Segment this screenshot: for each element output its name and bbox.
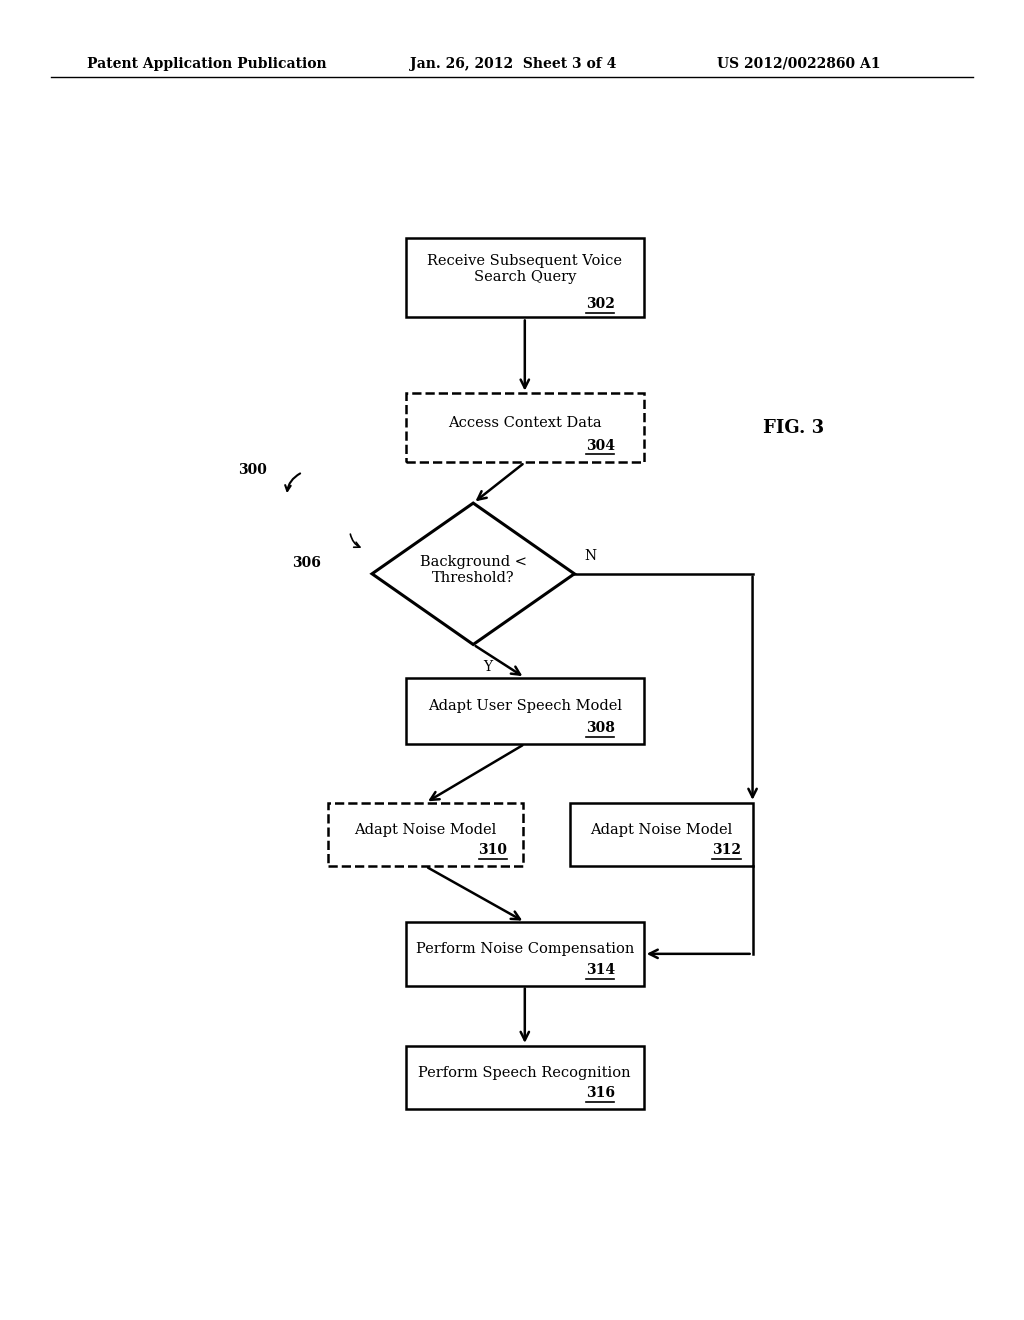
Text: 316: 316: [586, 1086, 614, 1101]
FancyBboxPatch shape: [406, 238, 644, 318]
Text: Adapt Noise Model: Adapt Noise Model: [590, 824, 732, 837]
Text: 300: 300: [238, 462, 267, 477]
Text: FIG. 3: FIG. 3: [763, 418, 824, 437]
Text: Access Context Data: Access Context Data: [447, 416, 602, 430]
Text: Background <
Threshold?: Background < Threshold?: [420, 556, 526, 585]
Text: US 2012/0022860 A1: US 2012/0022860 A1: [717, 57, 881, 71]
Text: 312: 312: [712, 843, 741, 858]
FancyBboxPatch shape: [406, 393, 644, 462]
Text: 302: 302: [586, 297, 614, 312]
Text: N: N: [584, 549, 596, 564]
Text: Perform Noise Compensation: Perform Noise Compensation: [416, 942, 634, 957]
Text: 308: 308: [586, 722, 614, 735]
Text: Perform Speech Recognition: Perform Speech Recognition: [419, 1067, 631, 1080]
Text: 306: 306: [292, 556, 321, 570]
Text: Adapt Noise Model: Adapt Noise Model: [354, 824, 497, 837]
FancyBboxPatch shape: [570, 803, 753, 866]
Text: Patent Application Publication: Patent Application Publication: [87, 57, 327, 71]
Text: Adapt User Speech Model: Adapt User Speech Model: [428, 700, 622, 713]
FancyBboxPatch shape: [406, 923, 644, 986]
Text: Receive Subsequent Voice
Search Query: Receive Subsequent Voice Search Query: [427, 253, 623, 284]
FancyBboxPatch shape: [329, 803, 523, 866]
Text: 314: 314: [586, 962, 614, 977]
Text: Jan. 26, 2012  Sheet 3 of 4: Jan. 26, 2012 Sheet 3 of 4: [410, 57, 616, 71]
Text: 310: 310: [478, 843, 508, 858]
FancyBboxPatch shape: [406, 1045, 644, 1109]
Text: 304: 304: [586, 438, 614, 453]
FancyBboxPatch shape: [406, 677, 644, 744]
Polygon shape: [372, 503, 574, 644]
Text: Y: Y: [482, 660, 492, 675]
